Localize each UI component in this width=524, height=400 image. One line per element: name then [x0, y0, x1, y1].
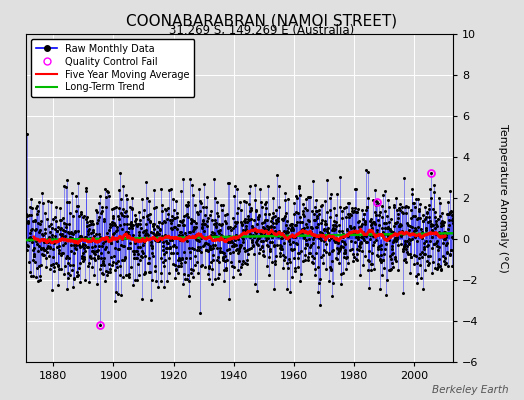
Text: COONABARABRAN (NAMOI STREET): COONABARABRAN (NAMOI STREET): [126, 14, 398, 29]
Y-axis label: Temperature Anomaly (°C): Temperature Anomaly (°C): [498, 124, 508, 272]
Text: Berkeley Earth: Berkeley Earth: [432, 385, 508, 395]
Legend: Raw Monthly Data, Quality Control Fail, Five Year Moving Average, Long-Term Tren: Raw Monthly Data, Quality Control Fail, …: [31, 39, 194, 97]
Text: 31.269 S, 149.269 E (Australia): 31.269 S, 149.269 E (Australia): [169, 24, 355, 37]
